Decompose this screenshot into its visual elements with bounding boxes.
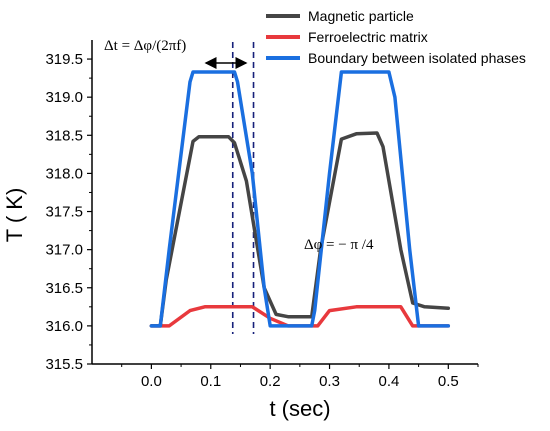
plot-frame	[91, 40, 478, 365]
x-axis-ticks: 0.0 0.1 0.2 0.3 0.4 0.5	[121, 364, 479, 390]
y-tick-label: 318.0	[45, 165, 83, 182]
legend: Magnetic particle Ferroelectric matrix B…	[266, 8, 526, 66]
y-tick-label: 315.5	[45, 356, 83, 373]
legend-label-ferroelectric: Ferroelectric matrix	[308, 29, 428, 45]
legend-label-magnetic: Magnetic particle	[308, 8, 414, 24]
y-axis-ticks: 315.5 316.0 316.5 317.0 317.5 318.0 318.5 319.0…	[45, 51, 92, 373]
y-tick-label: 316.0	[45, 318, 83, 335]
delta-t-annotation: Δt = Δφ/(2πf)	[104, 38, 186, 54]
y-tick-label: 316.5	[45, 280, 83, 297]
x-tick-label: 0.5	[438, 373, 459, 390]
legend-label-boundary: Boundary between isolated phases	[308, 50, 526, 66]
series-line-boundary	[149, 70, 451, 328]
delta-phi-annotation: Δφ = − π /4	[304, 237, 374, 253]
series-lines	[149, 70, 451, 328]
y-tick-label: 319.5	[45, 51, 83, 68]
y-tick-label: 317.5	[45, 204, 83, 221]
dashed-reference-lines	[231, 42, 255, 334]
y-tick-label: 317.0	[45, 242, 83, 259]
x-tick-label: 0.2	[260, 373, 281, 390]
x-tick-label: 0.4	[378, 373, 399, 390]
x-tick-label: 0.3	[319, 373, 340, 390]
x-axis-title: t (sec)	[269, 396, 330, 421]
y-axis-title: T ( K)	[2, 188, 27, 243]
x-tick-label: 0.0	[141, 373, 162, 390]
x-tick-label: 0.1	[200, 373, 221, 390]
y-tick-label: 318.5	[45, 127, 83, 144]
series-line-magnetic-particle	[149, 131, 451, 328]
y-tick-label: 319.0	[45, 89, 83, 106]
